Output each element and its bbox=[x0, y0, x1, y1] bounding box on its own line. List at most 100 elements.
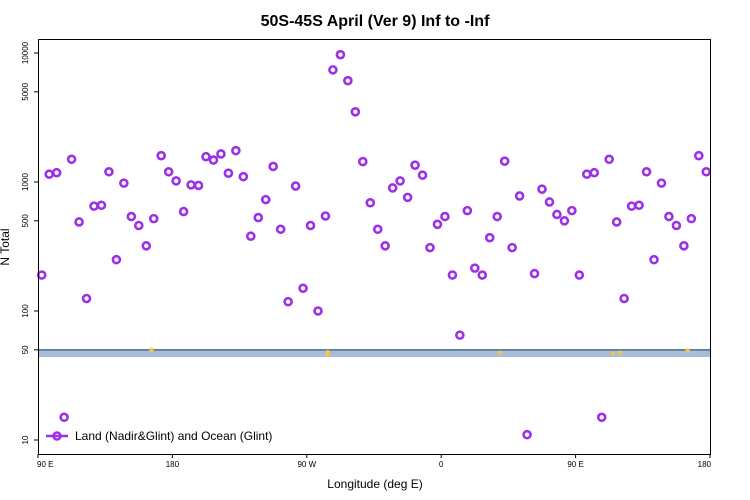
data-point bbox=[693, 150, 704, 161]
data-point bbox=[679, 241, 689, 251]
data-point bbox=[567, 205, 577, 216]
data-point bbox=[484, 232, 495, 243]
data-point bbox=[163, 166, 174, 177]
data-point bbox=[462, 205, 473, 216]
data-point bbox=[686, 213, 697, 224]
data-point bbox=[559, 216, 570, 226]
data-point bbox=[238, 171, 249, 182]
y-tick-label: 10 bbox=[21, 435, 30, 444]
data-point bbox=[507, 242, 517, 253]
data-point bbox=[216, 149, 226, 159]
data-point bbox=[574, 270, 585, 280]
land-mark bbox=[610, 351, 616, 356]
data-point bbox=[544, 197, 555, 207]
land-mark bbox=[685, 348, 690, 353]
legend-label: Land (Nadir&Glint) and Ocean (Glint) bbox=[75, 429, 272, 443]
y-tick-label: 50 bbox=[21, 345, 30, 354]
land-marks bbox=[149, 347, 690, 357]
legend: Land (Nadir&Glint) and Ocean (Glint) bbox=[46, 429, 272, 443]
data-point bbox=[148, 213, 159, 224]
y-tick-label: 100 bbox=[21, 304, 30, 318]
x-tick-label: 90 E bbox=[37, 460, 53, 469]
data-point bbox=[134, 220, 144, 231]
x-tick-label: 180 bbox=[698, 460, 712, 469]
data-point bbox=[328, 65, 338, 75]
data-point bbox=[455, 330, 465, 340]
data-point bbox=[298, 283, 308, 294]
data-point bbox=[290, 181, 301, 191]
data-point bbox=[552, 209, 562, 220]
data-point bbox=[305, 220, 316, 231]
x-axis: 90 E 180 90 W 0 90 E 180 bbox=[37, 454, 712, 469]
data-point bbox=[492, 211, 503, 222]
data-point bbox=[671, 220, 682, 231]
data-point bbox=[343, 75, 353, 86]
data-point bbox=[201, 151, 211, 162]
legend-marker-sample bbox=[52, 431, 62, 441]
data-point bbox=[395, 176, 405, 186]
x-tick-label: 180 bbox=[166, 460, 180, 469]
data-point bbox=[223, 168, 234, 179]
data-point bbox=[641, 166, 652, 177]
data-point bbox=[596, 412, 607, 423]
data-point bbox=[119, 178, 129, 188]
data-point bbox=[410, 160, 420, 170]
data-point bbox=[111, 254, 122, 265]
x-tick-label: 90 E bbox=[567, 460, 583, 469]
data-point bbox=[335, 49, 346, 60]
data-point bbox=[320, 211, 331, 221]
data-point bbox=[365, 197, 376, 208]
data-point bbox=[417, 170, 428, 180]
chart-title: 50S-45S April (Ver 9) Inf to -Inf bbox=[261, 13, 490, 30]
data-point bbox=[649, 254, 659, 265]
data-point bbox=[313, 306, 323, 316]
data-point bbox=[477, 270, 488, 280]
data-point bbox=[581, 169, 592, 179]
data-point bbox=[253, 212, 264, 223]
data-point bbox=[357, 156, 368, 167]
data-point bbox=[372, 224, 383, 235]
y-axis-label: N Total bbox=[0, 228, 12, 265]
y-axis: 10 50 100 500 1000 5000 10000 bbox=[21, 41, 38, 444]
plot-frame bbox=[38, 39, 711, 455]
data-point bbox=[604, 154, 615, 165]
data-point bbox=[89, 201, 99, 211]
data-point bbox=[141, 241, 152, 251]
x-axis-label: Longitude (deg E) bbox=[327, 477, 422, 491]
y-tick-label: 5000 bbox=[21, 82, 30, 100]
data-point bbox=[656, 178, 667, 188]
data-point bbox=[104, 166, 114, 177]
data-point bbox=[193, 180, 204, 191]
y-tick-label: 10000 bbox=[21, 41, 30, 64]
data-point bbox=[387, 183, 398, 193]
data-point bbox=[447, 270, 458, 280]
data-point bbox=[626, 201, 637, 211]
data-point bbox=[59, 412, 69, 423]
land-mark bbox=[618, 350, 623, 355]
data-point bbox=[260, 194, 271, 205]
data-point bbox=[36, 270, 47, 280]
x-tick-label: 0 bbox=[439, 460, 444, 469]
data-point bbox=[469, 263, 480, 273]
data-point bbox=[402, 192, 413, 203]
land-mark bbox=[149, 347, 154, 353]
data-point bbox=[283, 296, 293, 307]
data-point bbox=[514, 191, 525, 201]
data-point bbox=[350, 107, 361, 117]
map-band bbox=[38, 349, 710, 357]
data-point bbox=[156, 150, 166, 161]
y-tick-label: 1000 bbox=[21, 173, 30, 191]
data-point bbox=[208, 155, 219, 165]
data-point bbox=[619, 293, 629, 304]
data-point bbox=[171, 176, 181, 186]
data-point bbox=[81, 293, 92, 304]
data-point bbox=[529, 268, 540, 279]
x-tick-label: 90 W bbox=[297, 460, 316, 469]
data-point bbox=[425, 242, 435, 253]
data-point bbox=[246, 231, 256, 242]
data-point bbox=[611, 217, 622, 227]
data-point bbox=[51, 167, 62, 178]
data-point bbox=[231, 145, 241, 156]
data-point bbox=[96, 200, 107, 211]
